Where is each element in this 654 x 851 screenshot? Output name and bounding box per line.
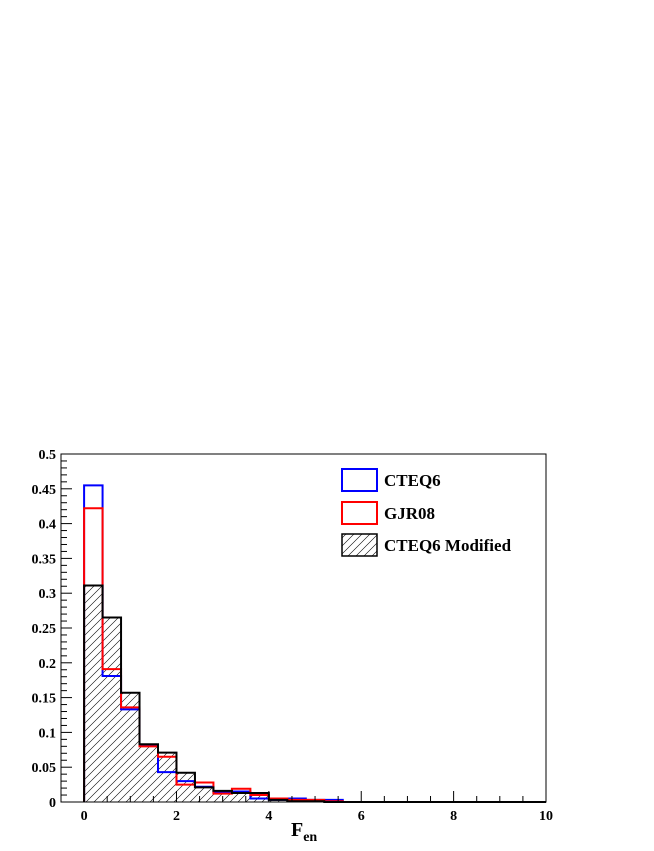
hatched-bar-3	[139, 744, 158, 802]
x-axis-title-subscript: en	[303, 830, 317, 845]
hatched-bar-0	[84, 585, 103, 802]
hatched-bar-8	[231, 792, 251, 802]
legend: CTEQ6 GJR08 CTEQ6 Modified	[341, 468, 512, 557]
y-tick-label: 0.2	[39, 657, 57, 672]
axes-layer: 0 2 4 6 8 10 0 0.05 0.1 0.15 0.2 0.25 0.3 0.35 0.4 0.45…	[32, 448, 554, 845]
y-tick-label: 0.05	[32, 761, 57, 776]
legend-swatch-gjr08	[341, 501, 378, 525]
x-axis-title-main: F	[291, 819, 303, 841]
legend-label-cteq6-modified: CTEQ6 Modified	[384, 536, 512, 555]
hatched-bar-1	[102, 617, 122, 802]
y-tick-label: 0.25	[32, 622, 57, 637]
x-tick-label: 4	[265, 809, 272, 824]
legend-label-gjr08: GJR08	[384, 504, 435, 523]
legend-label-cteq6: CTEQ6	[384, 471, 441, 490]
y-tick-label: 0.5	[39, 448, 57, 463]
x-axis-title: Fen	[291, 819, 317, 845]
y-tick-label: 0.35	[32, 552, 57, 567]
x-tick-label: 10	[539, 809, 553, 824]
y-tick-label: 0.4	[39, 518, 57, 533]
y-tick-label: 0.3	[39, 587, 57, 602]
hatched-bar-4	[158, 752, 177, 802]
y-tick-label: 0.45	[32, 483, 57, 498]
y-tick-label: 0.1	[39, 726, 57, 741]
hatched-bar-2	[121, 692, 140, 802]
legend-swatch-cteq6	[341, 468, 378, 492]
y-tick-label: 0.15	[32, 692, 57, 707]
x-tick-label: 0	[81, 809, 88, 824]
hatched-bar-9	[250, 792, 269, 802]
x-tick-label: 2	[173, 809, 180, 824]
y-tick-label: 0	[49, 796, 56, 811]
hatched-bar-10	[268, 799, 288, 802]
x-tick-label: 8	[450, 809, 457, 824]
legend-swatch-cteq6-modified	[341, 533, 378, 557]
hatched-bar-5	[176, 772, 195, 802]
x-tick-label: 6	[358, 809, 365, 824]
hatched-bar-6	[194, 787, 214, 802]
